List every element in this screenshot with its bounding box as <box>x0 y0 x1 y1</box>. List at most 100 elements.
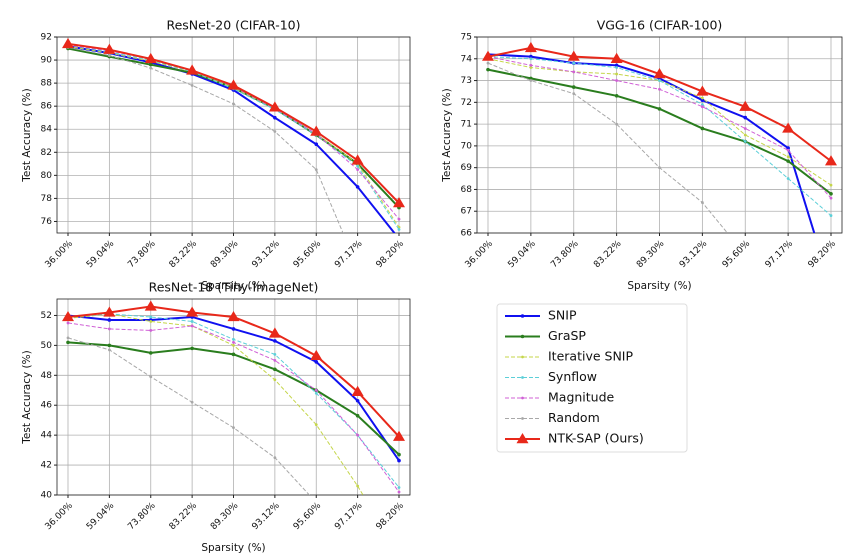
marker <box>521 355 524 359</box>
x-tick-label: 73.80% <box>549 239 581 271</box>
y-tick-label: 72 <box>461 98 472 108</box>
marker <box>351 385 364 396</box>
marker <box>62 310 74 322</box>
marker <box>273 115 277 120</box>
marker <box>615 72 619 76</box>
legend-label: GraSP <box>548 328 586 343</box>
marker <box>273 130 277 133</box>
marker <box>273 456 277 459</box>
x-tick-label: 98.20% <box>375 239 407 271</box>
chart-title: ResNet-20 (CIFAR-10) <box>166 18 300 33</box>
y-tick-label: 82 <box>41 148 52 158</box>
marker <box>351 154 364 165</box>
legend: SNIP GraSP Iterative SNIP Synflow Magnitude R… <box>496 303 688 453</box>
x-tick-label: 97.17% <box>333 239 365 271</box>
marker <box>273 358 277 362</box>
chart-title: ResNet-18 (Tiny-ImageNet) <box>149 280 319 295</box>
y-tick-label: 80 <box>41 171 53 181</box>
y-axis-label: Test Accuracy (%) <box>21 350 33 444</box>
marker <box>482 50 494 61</box>
x-tick-label: 89.30% <box>209 501 241 533</box>
y-tick-label: 88 <box>41 79 53 89</box>
y-tick-label: 68 <box>461 185 473 195</box>
x-tick-label: 89.30% <box>209 239 241 271</box>
x-tick-label: 36.00% <box>44 239 76 271</box>
y-tick-label: 46 <box>41 401 53 411</box>
marker <box>186 306 199 317</box>
y-tick-label: 74 <box>461 54 473 64</box>
plot-area <box>62 37 405 233</box>
marker <box>62 37 74 49</box>
marker <box>825 155 837 166</box>
marker <box>524 41 537 53</box>
series-line <box>487 58 832 186</box>
x-tick-label: 83.22% <box>592 239 624 271</box>
marker <box>190 84 194 87</box>
y-tick-label: 71 <box>461 120 472 130</box>
plot-frame <box>476 36 843 234</box>
y-tick-label: 42 <box>41 461 52 471</box>
x-tick-label: 93.12% <box>678 239 710 271</box>
marker <box>144 52 157 64</box>
y-tick-label: 66 <box>461 229 473 239</box>
marker <box>567 50 580 61</box>
legend-box <box>496 303 688 453</box>
marker <box>310 349 323 361</box>
marker <box>572 61 576 65</box>
marker <box>356 168 360 171</box>
x-tick-label: 95.60% <box>292 239 324 271</box>
marker <box>397 458 401 463</box>
marker <box>149 66 153 70</box>
x-tick-label: 83.22% <box>168 501 200 533</box>
marker <box>66 340 70 345</box>
marker <box>700 103 704 106</box>
marker <box>148 351 153 355</box>
marker <box>529 63 533 67</box>
marker <box>786 146 790 150</box>
legend-label: Random <box>548 410 600 425</box>
x-tick-label: 93.12% <box>250 501 282 533</box>
x-tick-label: 89.30% <box>635 239 667 271</box>
marker <box>310 125 323 136</box>
marker <box>521 396 524 400</box>
y-tick-label: 48 <box>41 371 53 381</box>
marker <box>700 126 705 131</box>
marker <box>397 486 401 489</box>
marker <box>103 43 116 54</box>
marker <box>103 306 116 317</box>
marker <box>268 327 281 338</box>
marker <box>520 334 525 339</box>
marker <box>314 168 318 171</box>
y-tick-label: 40 <box>41 491 53 501</box>
x-tick-label: 97.17% <box>764 239 796 271</box>
marker <box>829 286 833 290</box>
marker <box>653 68 666 79</box>
marker <box>107 318 112 322</box>
marker <box>529 79 533 82</box>
x-tick-label: 98.20% <box>375 501 407 533</box>
marker <box>273 339 277 343</box>
marker <box>232 343 235 347</box>
marker <box>273 367 277 372</box>
marker <box>393 430 405 441</box>
marker <box>107 327 111 331</box>
marker <box>829 183 833 187</box>
marker <box>356 484 360 488</box>
marker <box>66 336 70 340</box>
y-tick-label: 86 <box>41 102 53 112</box>
marker <box>393 197 405 208</box>
marker <box>186 64 199 75</box>
plot-frame <box>56 36 411 234</box>
marker <box>232 102 235 106</box>
marker <box>743 140 747 143</box>
marker <box>149 329 153 332</box>
x-tick-label: 59.04% <box>85 501 117 533</box>
x-tick-label: 36.00% <box>464 239 496 271</box>
marker <box>273 378 277 382</box>
marker <box>355 413 360 418</box>
marker <box>66 321 70 325</box>
marker <box>356 164 360 168</box>
marker <box>397 452 401 457</box>
x-tick-label: 93.12% <box>250 239 282 271</box>
